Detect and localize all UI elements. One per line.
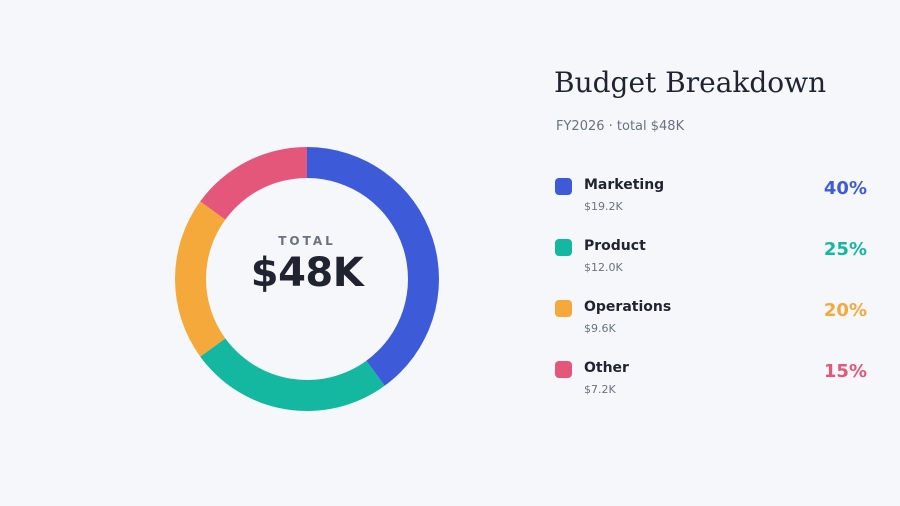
donut-slice-operations [175, 201, 226, 357]
legend-swatch-product [555, 239, 572, 256]
legend-item-marketing: Marketing $19.2K 40% [555, 173, 870, 234]
legend-amount-other: $7.2K [584, 383, 616, 396]
donut-slice-product [200, 338, 385, 412]
legend-item-product: Product $12.0K 25% [555, 234, 870, 295]
donut-slice-other [200, 147, 307, 220]
donut-center-value: $48K [250, 250, 364, 296]
legend-amount-operations: $9.6K [584, 322, 616, 335]
legend-percent-marketing: 40% [823, 178, 867, 199]
legend-swatch-other [555, 361, 572, 378]
legend-percent-product: 25% [823, 239, 867, 260]
legend-label-operations: Operations [584, 299, 672, 315]
legend-percent-operations: 20% [823, 300, 867, 321]
legend-label-product: Product [584, 238, 646, 254]
legend: Marketing $19.2K 40% Product $12.0K 25% … [555, 173, 870, 417]
legend-label-marketing: Marketing [584, 177, 665, 193]
legend-swatch-operations [555, 300, 572, 317]
chart-subtitle: FY2026 · total $48K [556, 119, 685, 134]
donut-slice-marketing [307, 147, 440, 386]
legend-item-operations: Operations $9.6K 20% [555, 295, 870, 356]
legend-label-other: Other [584, 360, 629, 376]
donut-center-label: TOTAL [278, 234, 336, 248]
legend-amount-product: $12.0K [584, 261, 623, 274]
legend-swatch-marketing [555, 178, 572, 195]
legend-amount-marketing: $19.2K [584, 200, 623, 213]
legend-item-other: Other $7.2K 15% [555, 356, 870, 417]
chart-title: Budget Breakdown [554, 66, 827, 99]
legend-percent-other: 15% [823, 361, 867, 382]
